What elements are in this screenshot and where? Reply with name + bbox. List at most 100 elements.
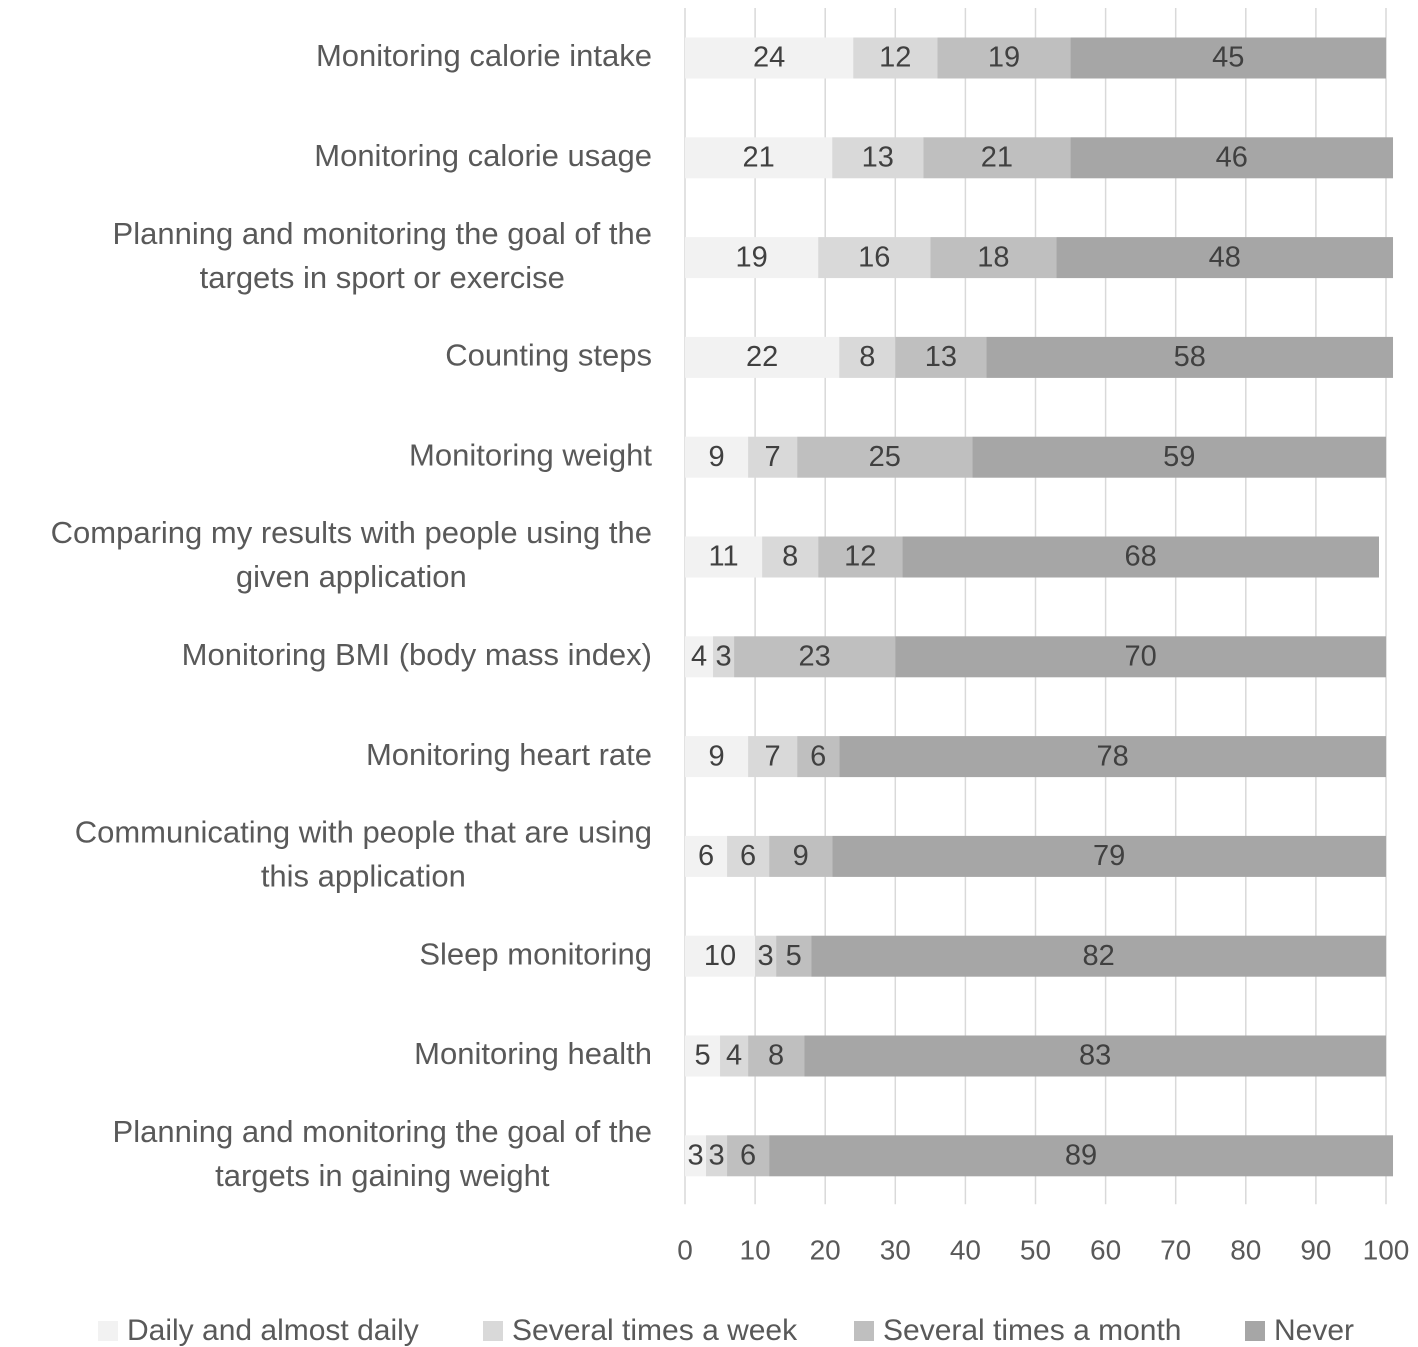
data-label: 8	[768, 1040, 784, 1072]
data-label: 46	[1216, 141, 1248, 173]
x-tick-label: 80	[1230, 1234, 1261, 1265]
bar-segment	[797, 436, 973, 478]
data-label: 82	[1082, 940, 1114, 972]
data-label: 8	[859, 341, 875, 373]
data-label: 10	[704, 940, 736, 972]
gridlines	[684, 8, 1387, 1205]
bar-segment	[832, 835, 1386, 877]
legend-label: Several times a week	[512, 1314, 798, 1347]
data-label: 3	[715, 640, 731, 672]
data-label: 8	[782, 541, 798, 573]
bar-segment	[762, 536, 819, 578]
category-label: Monitoring calorie intake	[316, 38, 652, 73]
bar-segment	[853, 37, 938, 79]
legend-label: Never	[1274, 1314, 1354, 1347]
data-label: 11	[709, 541, 739, 573]
bar-segment	[685, 336, 840, 378]
data-label: 18	[977, 241, 1009, 273]
data-label: 5	[694, 1040, 710, 1072]
data-label: 78	[1096, 740, 1128, 772]
data-label: 6	[740, 840, 756, 872]
bar-segment	[804, 1035, 1386, 1077]
legend-label: Daily and almost daily	[127, 1314, 419, 1347]
category-labels: Monitoring calorie intake Monitoring calo…	[51, 38, 653, 1193]
category-label: Planning and monitoring the goal of the	[113, 216, 652, 251]
data-label: 19	[988, 42, 1020, 74]
bar-segment	[685, 37, 854, 79]
data-label: 7	[765, 441, 781, 473]
data-label: 25	[869, 441, 901, 473]
data-label: 9	[793, 840, 809, 872]
x-axis-ticks: 0 10 20 30 40 50 60 70 80 90 100	[677, 1234, 1409, 1265]
bar-segment	[1056, 237, 1394, 279]
bar-segment	[748, 736, 798, 778]
data-label: 6	[810, 740, 826, 772]
data-label: 3	[687, 1139, 703, 1171]
bar-segment	[776, 935, 812, 977]
bar-segment	[685, 1035, 721, 1077]
bar-segment	[706, 1135, 728, 1177]
bar-segment	[748, 436, 798, 478]
data-label: 9	[708, 740, 724, 772]
category-label: Counting steps	[445, 338, 652, 373]
category-label-line: given application	[236, 559, 467, 594]
x-tick-label: 10	[740, 1234, 771, 1265]
bar-segment	[818, 536, 903, 578]
bar-segment	[727, 835, 770, 877]
x-tick-label: 50	[1020, 1234, 1051, 1265]
data-label: 3	[708, 1139, 724, 1171]
category-label-line: targets in gaining weight	[215, 1158, 550, 1193]
legend-swatch	[1245, 1321, 1265, 1341]
x-tick-label: 70	[1160, 1234, 1191, 1265]
bar-segment	[839, 336, 896, 378]
data-label: 4	[691, 640, 707, 672]
legend-swatch	[854, 1321, 874, 1341]
data-label: 3	[758, 940, 774, 972]
data-label: 6	[698, 840, 714, 872]
category-label: Sleep monitoring	[419, 936, 652, 971]
data-label: 70	[1125, 640, 1157, 672]
category-label: Monitoring heart rate	[366, 737, 652, 772]
bar-segment	[713, 636, 735, 678]
bar-segment	[685, 436, 749, 478]
bar-segment	[734, 636, 896, 678]
data-label: 9	[708, 441, 724, 473]
x-tick-label: 60	[1090, 1234, 1121, 1265]
data-label: 5	[786, 940, 802, 972]
data-label: 45	[1212, 42, 1244, 74]
category-label: Monitoring health	[414, 1036, 652, 1071]
bar-segment	[895, 336, 987, 378]
bar-segment	[937, 37, 1071, 79]
bar-segment	[797, 736, 840, 778]
category-label-line: targets in sport or exercise	[200, 260, 565, 295]
category-label: Comparing my results with people using t…	[51, 515, 652, 550]
data-label: 59	[1163, 441, 1195, 473]
category-label-line: this application	[261, 859, 466, 894]
data-label: 24	[753, 42, 785, 74]
data-label: 12	[844, 541, 876, 573]
bar-segment	[1070, 37, 1386, 79]
data-label: 48	[1209, 241, 1241, 273]
data-label: 12	[879, 42, 911, 74]
data-label: 13	[862, 141, 894, 173]
data-label: 21	[742, 141, 774, 173]
bar-segment	[818, 237, 931, 279]
bar-segment	[769, 1135, 1394, 1177]
legend-swatch	[98, 1321, 118, 1341]
bar-segment	[685, 736, 749, 778]
data-label: 89	[1065, 1139, 1097, 1171]
bar-segment	[923, 137, 1071, 179]
x-tick-label: 40	[950, 1234, 981, 1265]
bar-segment	[1070, 137, 1394, 179]
x-tick-label: 100	[1363, 1234, 1410, 1265]
bar-segment	[972, 436, 1386, 478]
bar-segment	[769, 835, 833, 877]
data-label: 22	[746, 341, 778, 373]
bar-segment	[748, 1035, 805, 1077]
bar-segment	[755, 935, 777, 977]
data-label: 23	[799, 640, 831, 672]
bar-segment	[839, 736, 1386, 778]
bar-segment	[685, 636, 714, 678]
